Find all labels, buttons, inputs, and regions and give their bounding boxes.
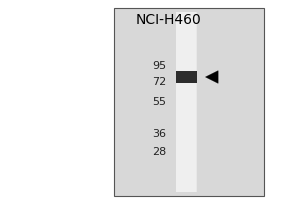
Text: NCI-H460: NCI-H460	[135, 13, 201, 27]
Polygon shape	[206, 71, 218, 83]
Text: 28: 28	[152, 147, 167, 157]
Bar	[114, 8, 264, 196]
Text: 72: 72	[152, 77, 167, 87]
Bar	[176, 12, 197, 192]
Text: 55: 55	[152, 97, 167, 107]
Bar	[176, 12, 196, 192]
Text: 95: 95	[152, 61, 167, 71]
Bar	[176, 71, 197, 83]
Text: 36: 36	[152, 129, 167, 139]
